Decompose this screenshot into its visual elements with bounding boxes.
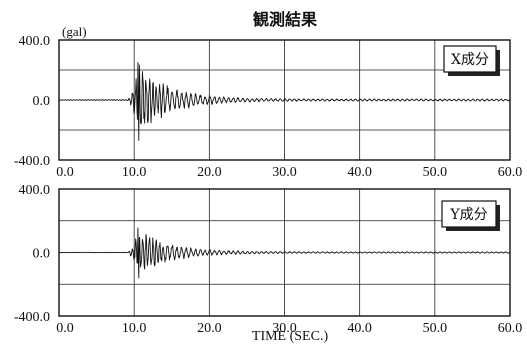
y-tick-label: 400.0 (19, 183, 51, 198)
x-tick-label: 40.0 (347, 165, 372, 180)
x-tick-label: 30.0 (272, 165, 297, 180)
x-tick-label: 0.0 (56, 165, 74, 180)
y-tick-label: -400.0 (14, 154, 50, 169)
y-tick-label: -400.0 (14, 310, 50, 325)
series-label: X成分 (451, 52, 489, 68)
y-tick-label: 400.0 (19, 34, 51, 49)
y-tick-label: 0.0 (33, 247, 51, 262)
x-tick-label: 20.0 (197, 165, 222, 180)
component-badge (443, 45, 497, 73)
x-tick-label: 30.0 (272, 321, 297, 336)
x-tick-label: 0.0 (56, 321, 74, 336)
x-tick-label: 60.0 (498, 165, 523, 180)
x-tick-label: 20.0 (197, 321, 222, 336)
y-tick-label: 0.0 (33, 94, 51, 109)
x-tick-label: 40.0 (347, 321, 372, 336)
series-label: Y成分 (449, 207, 487, 223)
plot-frame (58, 39, 511, 161)
x-tick-label: 10.0 (122, 165, 147, 180)
waveform-line (59, 227, 510, 279)
chart-title: 観測結果 (253, 10, 317, 29)
unit-label: (gal) (62, 24, 87, 39)
x-tick-label: 50.0 (423, 321, 448, 336)
x-tick-label: 10.0 (122, 321, 147, 336)
waveform-line (58, 62, 510, 141)
x-axis-label: TIME (SEC.) (252, 329, 329, 344)
x-tick-label: 50.0 (423, 165, 448, 180)
x-tick-label: 60.0 (498, 321, 523, 336)
component-badge (441, 200, 497, 228)
y-component-panel: 400.0 0.0 -400.0 0.0 10.0 20.0 30.0 40.0 50.0 60.… (14, 183, 522, 336)
x-component-panel: 400.0 0.0 -400.0 0.0 10.0 20.0 30.0 40.0 50.0 60.… (14, 34, 522, 180)
